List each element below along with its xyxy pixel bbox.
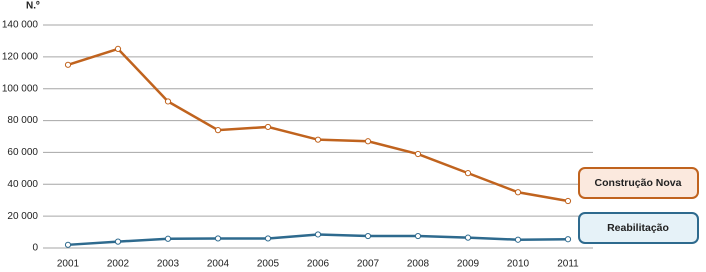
x-tick-label: 2011 [557,259,579,270]
data-point [564,197,572,205]
x-tick-label: 2004 [207,259,230,270]
x-tick-label: 2008 [407,259,430,270]
data-point [514,189,522,196]
data-point [264,235,272,242]
data-point [364,232,372,240]
x-tick-label: 2007 [357,259,380,270]
y-axis-title: N.º [26,1,40,12]
x-tick-label: 2010 [507,259,530,270]
legend-label: Construção Nova [595,177,682,189]
data-point [314,231,322,238]
legend-label: Reabilitação [607,222,669,234]
y-tick-label: 0 [32,243,38,254]
series-line [67,47,569,203]
data-point [414,150,422,158]
y-tick-label: 80 000 [7,115,38,126]
data-point [214,235,222,242]
x-tick-label: 2002 [107,259,130,270]
x-tick-label: 2005 [257,259,280,270]
y-tick-label: 40 000 [7,179,38,190]
data-point [114,45,122,52]
data-point [314,136,322,143]
x-tick-label: 2009 [457,259,480,270]
y-tick-label: 120 000 [2,51,39,62]
y-tick-label: 20 000 [7,211,38,222]
data-point [164,98,172,105]
data-point [164,235,172,242]
data-point [514,236,522,243]
x-tick-label: 2001 [57,259,80,270]
x-tick-label: 2006 [307,259,330,270]
x-tick-label: 2003 [157,259,180,270]
legend-box [578,212,699,244]
y-tick-label: 140 000 [2,20,39,31]
data-point [264,123,272,131]
data-point [364,138,372,145]
data-point [64,241,72,248]
data-point [464,170,472,177]
data-point [64,61,72,68]
data-point [114,238,122,245]
data-point [214,127,222,134]
legend-box [578,167,699,199]
data-point [414,232,422,240]
data-point [564,236,572,243]
data-point [464,234,472,241]
y-tick-label: 100 000 [2,83,39,94]
y-tick-label: 60 000 [7,147,38,158]
